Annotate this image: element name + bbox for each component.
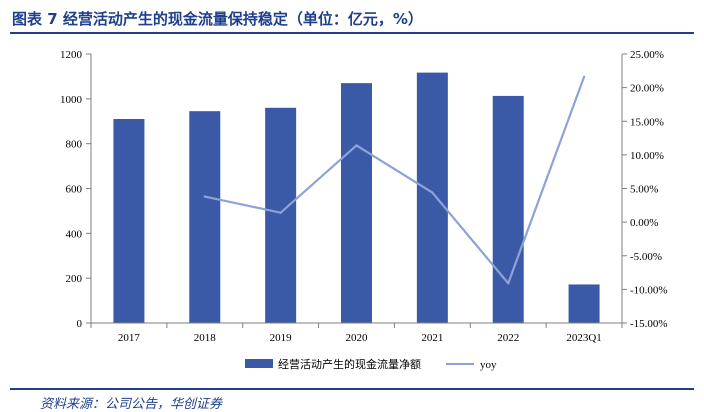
yoy-point bbox=[582, 75, 586, 79]
left-axis-tick-label: 1000 bbox=[60, 94, 83, 106]
bar bbox=[568, 284, 600, 323]
bars bbox=[113, 72, 600, 324]
yoy-point bbox=[203, 195, 206, 198]
legend-line-label: yoy bbox=[480, 359, 497, 371]
bar bbox=[492, 95, 524, 324]
axes bbox=[90, 54, 623, 324]
yoy-point bbox=[279, 211, 282, 214]
right-axis-tick-label: -5.00% bbox=[630, 251, 662, 263]
right-axis-tick-label: 10.00% bbox=[630, 150, 664, 162]
x-axis-labels: 2017 2018 2019 2020 2021 2022 2023Q1 bbox=[90, 323, 623, 344]
yoy-line bbox=[204, 76, 586, 285]
right-axis-tick-label: 25.00% bbox=[630, 49, 664, 61]
x-axis-tick-label: 2020 bbox=[346, 332, 369, 344]
yoy-point bbox=[431, 191, 434, 194]
left-axis-tick-label: 400 bbox=[66, 228, 83, 240]
right-axis-tick-label: -15.00% bbox=[630, 318, 668, 330]
source-note: 资料来源：公司公告，华创证券 bbox=[40, 397, 223, 412]
right-axis-ticks: -15.00% -10.00% -5.00% 0.00% 5.00% 10.00% 15.0… bbox=[622, 49, 668, 330]
left-axis-tick-label: 200 bbox=[66, 273, 83, 285]
yoy-line-layer bbox=[203, 75, 586, 285]
legend: 经营活动产生的现金流量净额 yoy bbox=[245, 357, 497, 371]
legend-bar-swatch bbox=[245, 359, 273, 368]
right-axis-tick-label: 5.00% bbox=[630, 184, 658, 196]
bar bbox=[113, 119, 145, 323]
right-axis-tick-label: 15.00% bbox=[630, 116, 664, 128]
right-axis-tick-label: -10.00% bbox=[630, 284, 668, 296]
left-axis-tick-label: 600 bbox=[66, 184, 83, 196]
x-axis-tick-label: 2023Q1 bbox=[566, 332, 601, 344]
right-axis-tick-label: 20.00% bbox=[630, 83, 664, 95]
left-axis-ticks: 0 200 400 600 800 1000 1200 bbox=[60, 49, 91, 330]
bar bbox=[341, 83, 372, 324]
yoy-point bbox=[507, 282, 510, 285]
bar bbox=[189, 111, 221, 323]
yoy-point bbox=[355, 144, 358, 147]
bar bbox=[265, 107, 297, 323]
x-axis-tick-label: 2019 bbox=[270, 332, 293, 344]
source-rule bbox=[10, 388, 694, 390]
x-axis-tick-label: 2017 bbox=[118, 332, 141, 344]
figure-title: 图表 7 经营活动产生的现金流量保持稳定（单位：亿元，%） bbox=[12, 10, 423, 28]
left-axis-tick-label: 800 bbox=[66, 139, 83, 151]
left-axis-tick-label: 0 bbox=[77, 318, 83, 330]
x-axis-tick-label: 2021 bbox=[421, 332, 443, 344]
bar bbox=[416, 72, 448, 323]
title-rule bbox=[10, 32, 694, 34]
x-axis-tick-label: 2018 bbox=[194, 332, 217, 344]
x-axis-tick-label: 2022 bbox=[497, 332, 519, 344]
right-axis-tick-label: 0.00% bbox=[630, 217, 658, 229]
legend-bar-label: 经营活动产生的现金流量净额 bbox=[278, 357, 421, 371]
left-axis-tick-label: 1200 bbox=[60, 49, 83, 61]
